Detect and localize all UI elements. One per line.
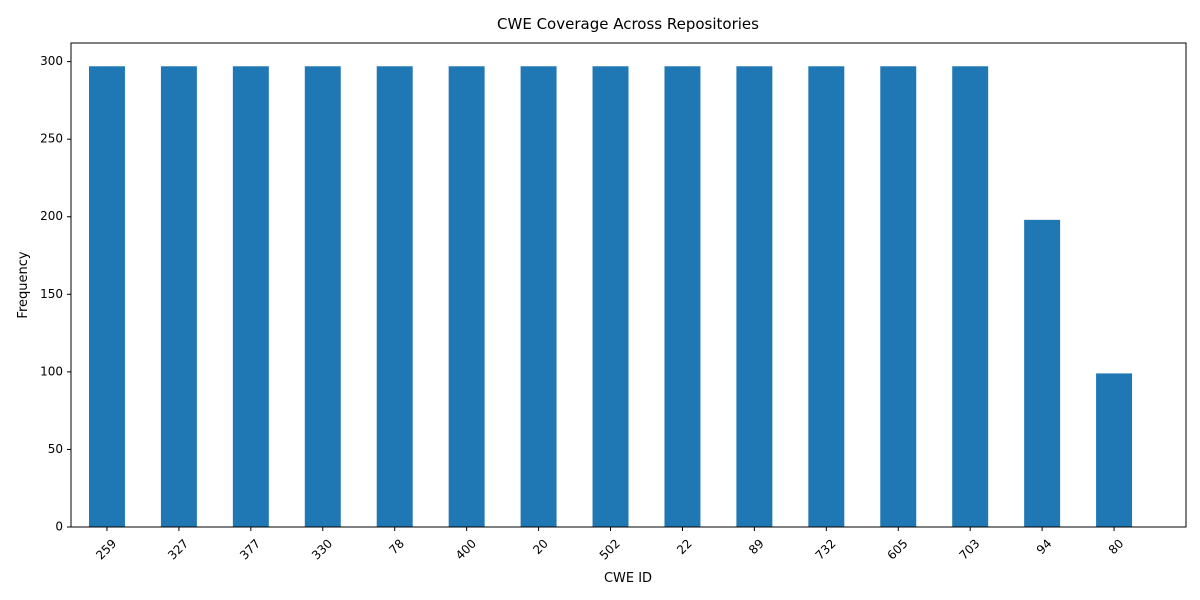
y-axis: 0 50 100 150 200 250 300 bbox=[40, 54, 71, 534]
plot-frame bbox=[70, 42, 1187, 528]
bar-78 bbox=[376, 66, 413, 528]
bar-20 bbox=[520, 66, 557, 528]
bar-94 bbox=[1024, 219, 1061, 527]
bar-502 bbox=[592, 66, 629, 528]
bar-732 bbox=[808, 66, 845, 528]
bar-259 bbox=[88, 66, 125, 528]
bar-330 bbox=[304, 66, 341, 528]
y-axis-title: Frequency bbox=[16, 251, 31, 318]
x-axis-title: CWE ID bbox=[604, 571, 652, 586]
bars bbox=[88, 66, 1133, 528]
y-tick-label: 300 bbox=[40, 54, 63, 68]
y-tick-label: 250 bbox=[40, 132, 63, 146]
y-tick-label: 200 bbox=[40, 209, 63, 223]
bar-703 bbox=[952, 66, 989, 528]
chart-title: CWE Coverage Across Repositories bbox=[497, 15, 759, 33]
bar-377 bbox=[232, 66, 269, 528]
bar-327 bbox=[160, 66, 197, 528]
y-tick-label: 150 bbox=[40, 287, 63, 301]
y-tick-label: 100 bbox=[40, 364, 63, 378]
bar-400 bbox=[448, 66, 485, 528]
y-tick-label: 0 bbox=[55, 520, 63, 534]
y-tick-label: 50 bbox=[48, 442, 63, 456]
bar-89 bbox=[736, 66, 773, 528]
bar-22 bbox=[664, 66, 701, 528]
bar-80 bbox=[1096, 373, 1133, 527]
bar-605 bbox=[880, 66, 917, 528]
